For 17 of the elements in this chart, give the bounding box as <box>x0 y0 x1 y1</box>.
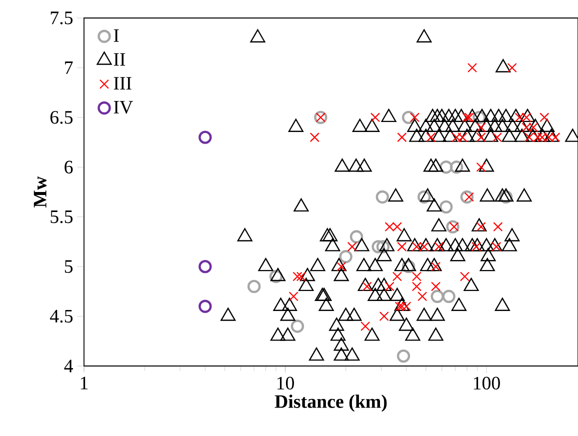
y-tick-label: 7.5 <box>50 12 73 24</box>
y-tick-label: 6 <box>64 160 73 174</box>
y-tick-label: 5.5 <box>50 210 73 224</box>
y-axis-title: Mw <box>34 176 46 208</box>
legend-label: I <box>114 29 119 42</box>
legend-label: IV <box>114 101 133 114</box>
y-tick-label: 6.5 <box>50 111 73 124</box>
x-tick-label: 10 <box>277 376 294 390</box>
x-axis-title: Distance (km) <box>274 394 387 412</box>
y-tick-label: 4 <box>64 360 74 372</box>
y-tick-label: 7 <box>65 62 73 74</box>
y-tick-label: 5 <box>64 260 73 273</box>
x-tick-label: 100 <box>474 376 500 390</box>
x-tick-label: 1 <box>80 376 88 390</box>
y-tick-label: 4.5 <box>50 310 73 323</box>
legend-label: III <box>114 77 132 90</box>
legend-label: II <box>114 53 126 66</box>
